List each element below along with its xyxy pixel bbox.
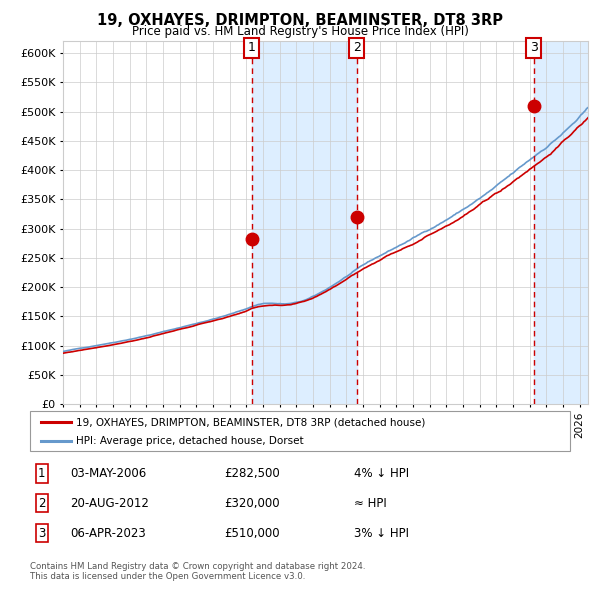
- Text: 1: 1: [248, 41, 256, 54]
- Bar: [252, 41, 357, 404]
- Text: 1: 1: [38, 467, 46, 480]
- Text: ≈ HPI: ≈ HPI: [354, 497, 387, 510]
- Bar: [534, 41, 588, 404]
- Text: 2: 2: [38, 497, 46, 510]
- Text: Contains HM Land Registry data © Crown copyright and database right 2024.: Contains HM Land Registry data © Crown c…: [30, 562, 365, 571]
- Text: HPI: Average price, detached house, Dorset: HPI: Average price, detached house, Dors…: [76, 437, 304, 446]
- Text: £320,000: £320,000: [224, 497, 280, 510]
- Text: 19, OXHAYES, DRIMPTON, BEAMINSTER, DT8 3RP (detached house): 19, OXHAYES, DRIMPTON, BEAMINSTER, DT8 3…: [76, 417, 425, 427]
- Text: 2: 2: [353, 41, 361, 54]
- Text: Price paid vs. HM Land Registry's House Price Index (HPI): Price paid vs. HM Land Registry's House …: [131, 25, 469, 38]
- Text: 03-MAY-2006: 03-MAY-2006: [71, 467, 147, 480]
- Text: 19, OXHAYES, DRIMPTON, BEAMINSTER, DT8 3RP: 19, OXHAYES, DRIMPTON, BEAMINSTER, DT8 3…: [97, 13, 503, 28]
- Text: 20-AUG-2012: 20-AUG-2012: [71, 497, 149, 510]
- Text: This data is licensed under the Open Government Licence v3.0.: This data is licensed under the Open Gov…: [30, 572, 305, 581]
- Text: 3: 3: [530, 41, 538, 54]
- Text: 3: 3: [38, 527, 46, 540]
- FancyBboxPatch shape: [30, 411, 570, 451]
- Text: 4% ↓ HPI: 4% ↓ HPI: [354, 467, 409, 480]
- Bar: [534, 41, 588, 404]
- Text: 3% ↓ HPI: 3% ↓ HPI: [354, 527, 409, 540]
- Text: £282,500: £282,500: [224, 467, 280, 480]
- Text: 06-APR-2023: 06-APR-2023: [71, 527, 146, 540]
- Text: £510,000: £510,000: [224, 527, 280, 540]
